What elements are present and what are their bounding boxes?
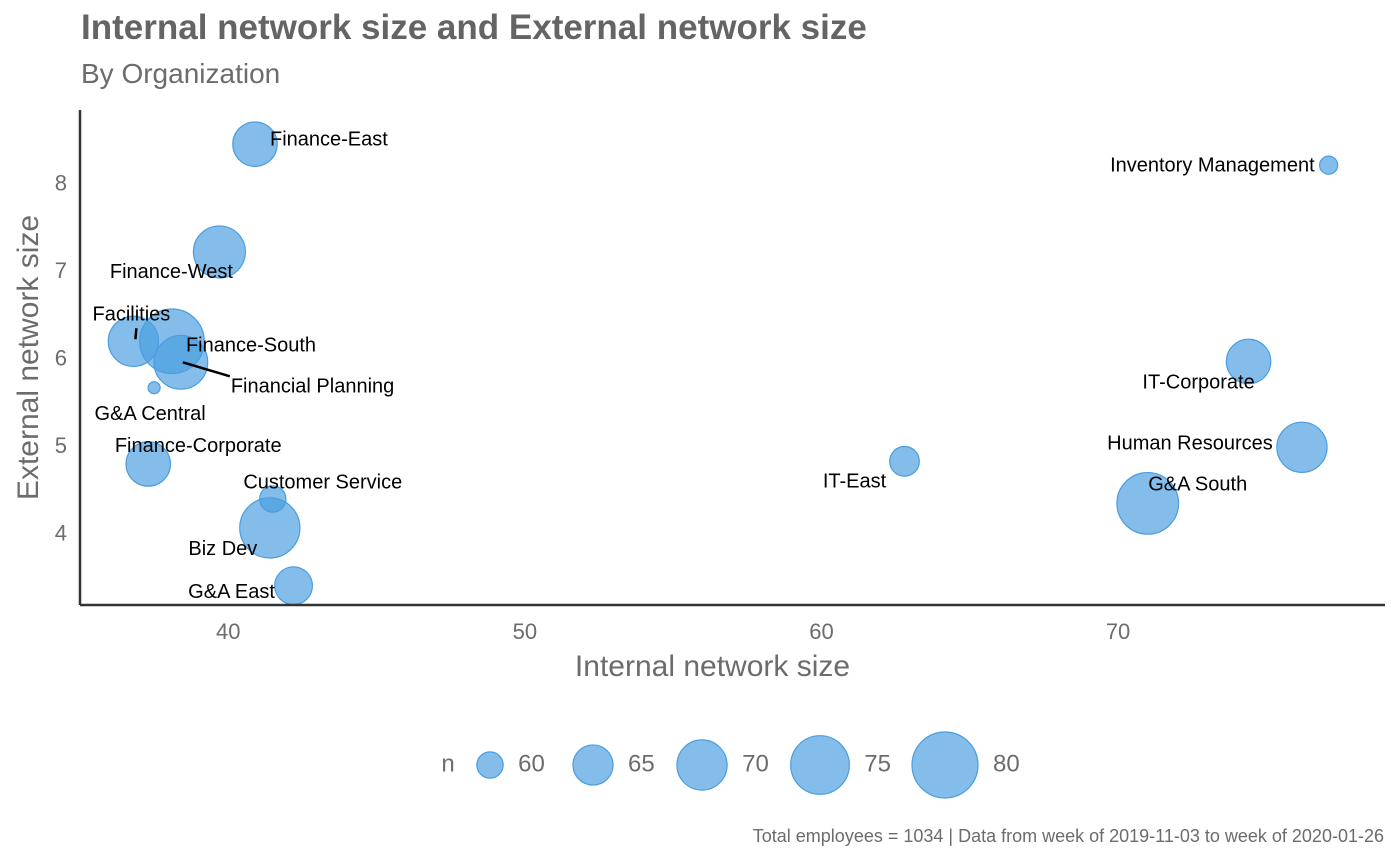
y-tick-7: 7	[55, 258, 67, 283]
point-ganda-south	[1116, 471, 1180, 535]
axes	[78, 110, 1385, 607]
label-financial-planning: Financial Planning	[231, 376, 394, 398]
legend-label-60: 60	[518, 750, 545, 777]
legend-label-70: 70	[742, 750, 769, 777]
label-inventory-management: Inventory Management	[1110, 154, 1315, 176]
legend-label-75: 75	[864, 750, 891, 777]
label-facilities: Facilities	[92, 304, 170, 326]
y-tick-6: 6	[55, 346, 67, 371]
label-finance-corporate: Finance-Corporate	[115, 435, 282, 457]
x-axis-title: Internal network size	[575, 650, 850, 683]
legend-key-70	[676, 739, 728, 791]
point-finance-west	[192, 225, 247, 279]
leader-facilities	[134, 328, 138, 340]
legend-key-75	[790, 735, 850, 795]
label-finance-south: Finance-South	[186, 335, 316, 357]
x-axis-ticks: 40 50 60 70	[216, 619, 1130, 644]
label-it-corporate: IT-Corporate	[1142, 372, 1254, 394]
point-finance-corporate	[125, 441, 172, 487]
legend-title: n	[441, 750, 454, 777]
point-it-east	[889, 445, 920, 477]
y-tick-5: 5	[55, 433, 67, 458]
label-ganda-central: G&A Central	[95, 403, 206, 425]
point-human-resources	[1276, 421, 1328, 474]
y-axis-title: External network size	[12, 215, 45, 500]
point-it-corporate	[1225, 338, 1272, 385]
label-it-east: IT-East	[823, 471, 887, 493]
label-biz-dev: Biz Dev	[188, 538, 257, 560]
y-tick-8: 8	[55, 170, 67, 195]
legend-key-65	[572, 744, 614, 786]
chart-subtitle: By Organization	[81, 58, 281, 89]
point-ganda-central	[147, 381, 161, 395]
label-leader-lines	[134, 328, 231, 378]
point-ganda-east	[274, 566, 314, 606]
legend-label-65: 65	[628, 750, 655, 777]
label-human-resources: Human Resources	[1107, 433, 1273, 455]
x-tick-60: 60	[809, 619, 833, 644]
label-ganda-south: G&A South	[1148, 474, 1247, 496]
point-labels: Finance-East Inventory Management Finance-…	[92, 128, 1315, 603]
y-tick-4: 4	[55, 521, 67, 546]
point-biz-dev	[239, 497, 301, 559]
x-tick-70: 70	[1106, 619, 1130, 644]
y-axis-ticks: 4 5 6 7 8	[55, 170, 67, 545]
point-finance-east	[232, 121, 278, 167]
label-finance-east: Finance-East	[270, 128, 388, 150]
size-legend: n 60 65 70 75 80	[441, 731, 1020, 799]
label-ganda-east: G&A East	[188, 581, 275, 603]
legend-label-80: 80	[993, 750, 1020, 777]
x-tick-40: 40	[216, 619, 240, 644]
point-financial-planning	[153, 334, 209, 390]
legend-key-80	[911, 731, 979, 799]
legend-key-60	[476, 751, 504, 779]
points-layer	[107, 121, 1339, 606]
leader-financial-planning	[182, 361, 231, 378]
x-tick-50: 50	[513, 619, 537, 644]
chart-caption: Total employees = 1034 | Data from week …	[752, 826, 1384, 846]
label-finance-west: Finance-West	[110, 261, 233, 283]
label-customer-service: Customer Service	[243, 471, 402, 493]
point-inventory-management	[1319, 155, 1339, 175]
chart-title: Internal network size and External netwo…	[81, 8, 867, 47]
